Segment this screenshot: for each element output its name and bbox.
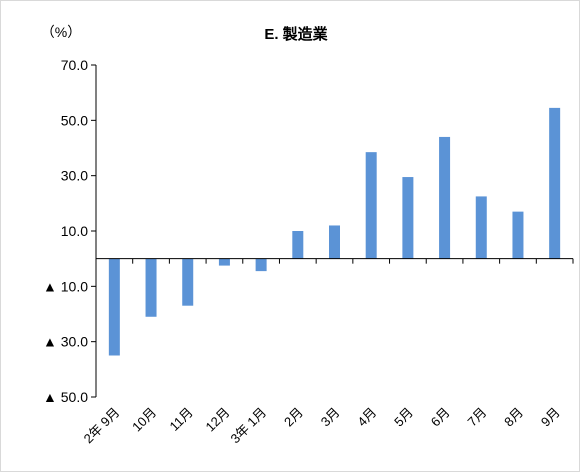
x-tick-label: 8月 [501,405,526,430]
x-tick-label: 11月 [167,405,196,434]
x-tick-label: 2年 9月 [81,405,123,447]
x-tick-label: 2月 [281,405,306,430]
bar [182,258,194,306]
bar [439,136,451,259]
x-tick-label: 5月 [391,405,416,430]
x-tick-label: 7月 [464,405,489,430]
y-tick-label: ▲ 30.0 [43,334,88,350]
y-tick-label: 10.0 [61,223,88,239]
bar [512,211,524,259]
bar [475,196,487,259]
bar [108,258,120,356]
x-tick-label: 9月 [538,405,563,430]
x-tick-label: 12月 [203,405,233,435]
bar [145,258,157,317]
chart-title: E. 製造業 [264,25,328,43]
x-tick-label: 10月 [129,405,159,435]
x-tick-label: 6月 [428,405,453,430]
y-tick-label: 50.0 [61,112,88,128]
x-tick-label: 3月 [318,405,343,430]
bar [292,231,304,259]
bar [255,258,267,272]
x-tick-label: 3年 1月 [227,405,269,447]
y-axis-unit-label: （%） [41,24,81,40]
bar [549,107,561,259]
y-tick-label: 30.0 [61,168,88,184]
bar [365,152,377,259]
bar [329,225,340,259]
y-tick-label: 70.0 [61,57,88,73]
x-tick-label: 4月 [354,405,379,430]
y-axis-ticks: 70.0 50.0 30.0 10.0 ▲ 10.0 ▲ 30.0 ▲ 50.0 [43,57,96,405]
y-tick-label: ▲ 50.0 [43,389,88,405]
bars [108,107,561,356]
bar [218,258,230,266]
y-tick-label: ▲ 10.0 [43,278,88,294]
bar [402,177,414,259]
